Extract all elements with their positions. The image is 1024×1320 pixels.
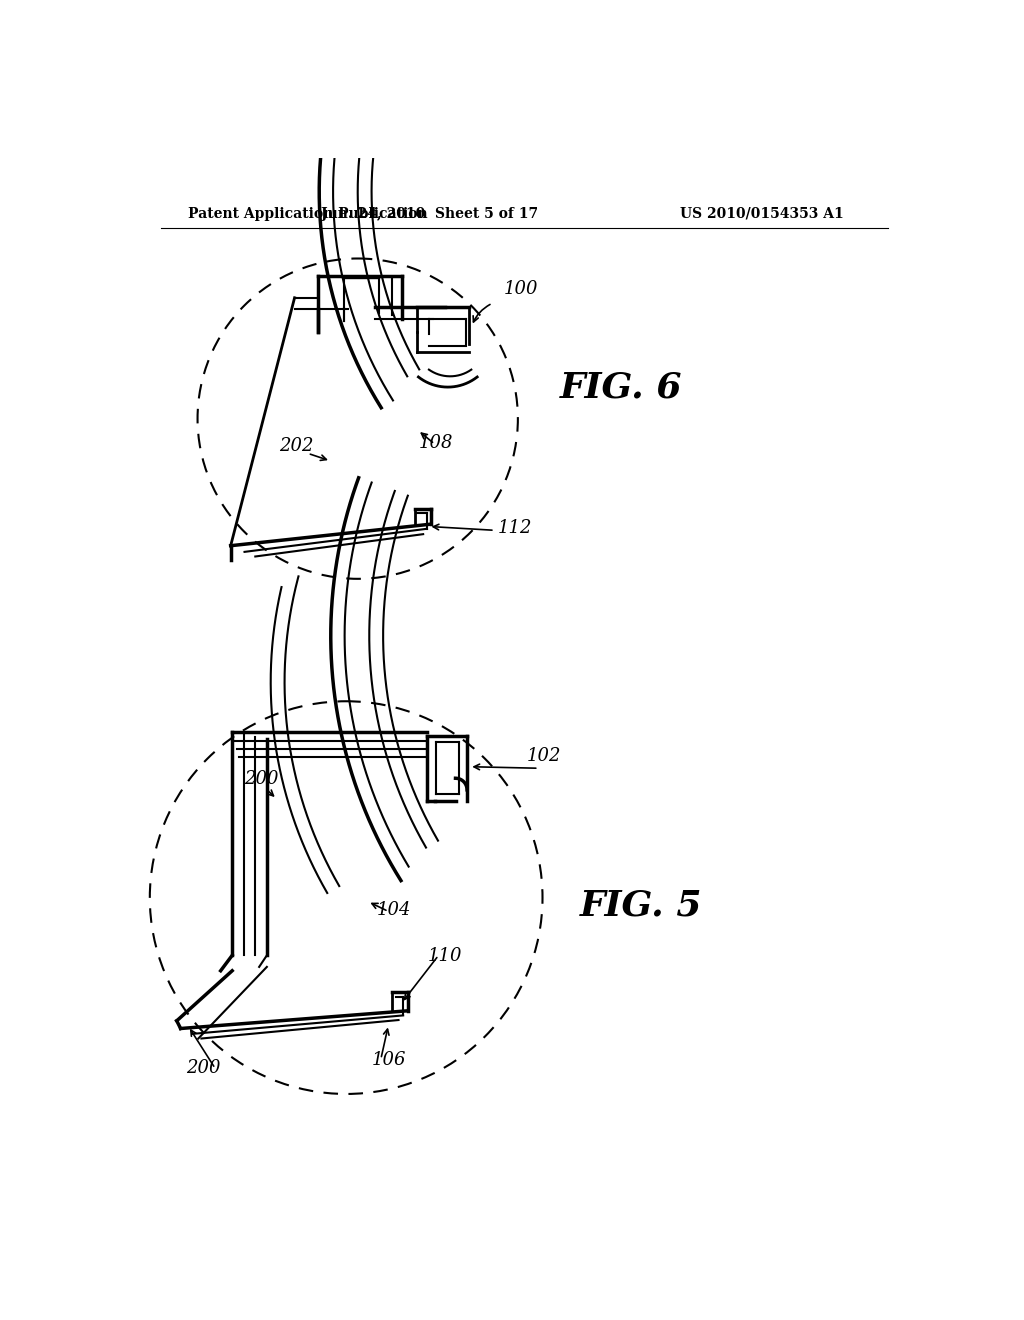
Text: 200: 200 (186, 1059, 221, 1077)
Text: 104: 104 (377, 900, 412, 919)
Text: 200: 200 (244, 770, 279, 788)
Text: 100: 100 (504, 280, 539, 298)
Text: 112: 112 (498, 519, 532, 537)
Text: 202: 202 (279, 437, 313, 455)
Text: 108: 108 (419, 434, 454, 451)
Text: Jun. 24, 2010  Sheet 5 of 17: Jun. 24, 2010 Sheet 5 of 17 (321, 207, 538, 220)
Text: 106: 106 (372, 1052, 406, 1069)
Text: FIG. 5: FIG. 5 (580, 888, 702, 923)
Text: 102: 102 (527, 747, 561, 764)
Text: Patent Application Publication: Patent Application Publication (188, 207, 428, 220)
Text: FIG. 6: FIG. 6 (560, 371, 683, 405)
Text: 110: 110 (427, 946, 462, 965)
Text: US 2010/0154353 A1: US 2010/0154353 A1 (680, 207, 844, 220)
